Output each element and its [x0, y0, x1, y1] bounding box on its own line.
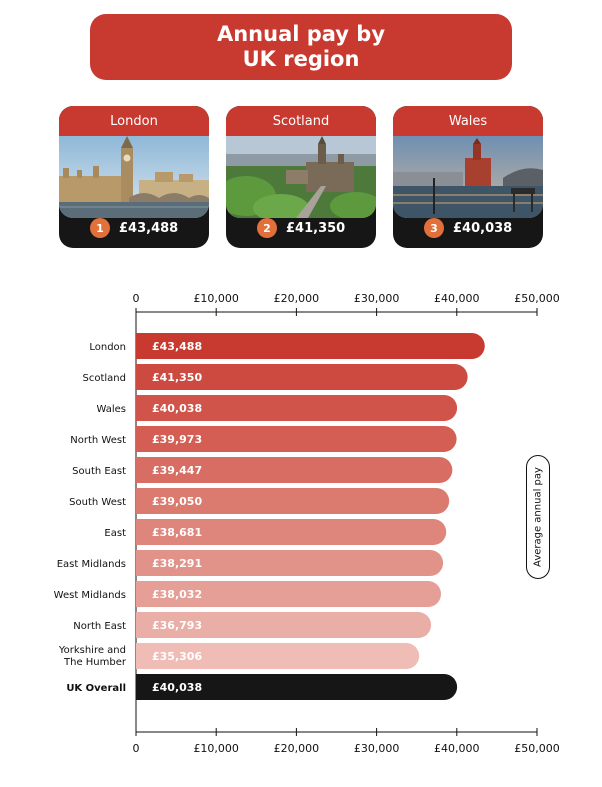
bar-chart: 0 0 £10,000 £10,000 £20,000 £20,000 £30,000 £30… — [54, 292, 560, 755]
rank-badge: 3 — [424, 218, 444, 238]
card-pay-value: £40,038 — [453, 220, 513, 236]
scotland-city-photo — [226, 136, 376, 218]
category-label: South West — [69, 497, 126, 508]
bar-value-label: £39,447 — [152, 464, 202, 477]
rank-badge: 2 — [257, 218, 277, 238]
card-wales: Wales 3 £40,038 — [393, 106, 543, 248]
x-tick-label-top: £40,000 — [434, 292, 480, 305]
card-pay-value: £43,488 — [119, 220, 179, 236]
x-tick-label-top: £20,000 — [274, 292, 320, 305]
bar — [136, 674, 458, 700]
bar-value-label: £38,032 — [152, 588, 202, 601]
x-tick-label-bottom: £50,000 — [514, 742, 560, 755]
bar-value-label: £36,793 — [152, 619, 202, 632]
category-label: North East — [73, 621, 126, 632]
card-region-label: Scotland — [226, 106, 376, 136]
wales-bay-photo — [393, 136, 543, 218]
x-tick-label-top: £30,000 — [354, 292, 400, 305]
x-tick-label-bottom: £40,000 — [434, 742, 480, 755]
x-tick-label-bottom: £10,000 — [193, 742, 239, 755]
bar-value-label: £39,973 — [152, 433, 202, 446]
bar — [136, 581, 442, 607]
bar — [136, 333, 485, 359]
bar — [136, 488, 450, 514]
x-tick-label-bottom: £30,000 — [354, 742, 400, 755]
bar — [136, 364, 468, 390]
card-region-label: Wales — [393, 106, 543, 136]
x-tick-label-top: 0 — [133, 292, 140, 305]
x-tick-label-bottom: 0 — [133, 742, 140, 755]
bar — [136, 643, 420, 669]
title-banner: Annual pay by UK region — [90, 14, 512, 80]
category-label: North West — [70, 435, 126, 446]
x-tick-label-bottom: £20,000 — [274, 742, 320, 755]
bar — [136, 550, 444, 576]
category-label: UK Overall — [66, 683, 126, 694]
y-axis-label-pill: Average annual pay — [526, 455, 550, 579]
bar-value-label: £38,291 — [152, 557, 202, 570]
bar-value-label: £38,681 — [152, 526, 202, 539]
category-label-line: Yorkshire and — [58, 645, 126, 656]
bar-value-label: £39,050 — [152, 495, 202, 508]
london-skyline-photo — [59, 136, 209, 218]
card-london: London 1 £43,488 — [59, 106, 209, 248]
rank-badge: 1 — [90, 218, 110, 238]
page-title: Annual pay by UK region — [216, 22, 386, 71]
x-tick-label-top: £10,000 — [193, 292, 239, 305]
card-pay-value: £41,350 — [286, 220, 346, 236]
category-label: West Midlands — [54, 590, 126, 601]
x-tick-label-top: £50,000 — [514, 292, 560, 305]
bar-value-label: £43,488 — [152, 340, 202, 353]
bar-value-label: £35,306 — [152, 650, 202, 663]
bar-value-label: £40,038 — [152, 681, 202, 694]
card-scotland: Scotland 2 £41,350 — [226, 106, 376, 248]
category-label: South East — [72, 466, 126, 477]
bar — [136, 612, 432, 638]
bar — [136, 426, 457, 452]
bar — [136, 519, 447, 545]
bar-value-label: £40,038 — [152, 402, 202, 415]
bar — [136, 395, 458, 421]
category-label-line: The Humber — [63, 657, 127, 668]
card-region-label: London — [59, 106, 209, 136]
category-label: Wales — [96, 404, 126, 415]
category-label: Scotland — [83, 373, 126, 384]
category-label: Yorkshire and The Humber — [58, 645, 127, 668]
bar — [136, 457, 453, 483]
category-label: East Midlands — [57, 559, 126, 570]
bar-value-label: £41,350 — [152, 371, 202, 384]
y-axis-label: Average annual pay — [532, 467, 544, 567]
category-label: East — [104, 528, 126, 539]
category-label: London — [89, 342, 126, 353]
